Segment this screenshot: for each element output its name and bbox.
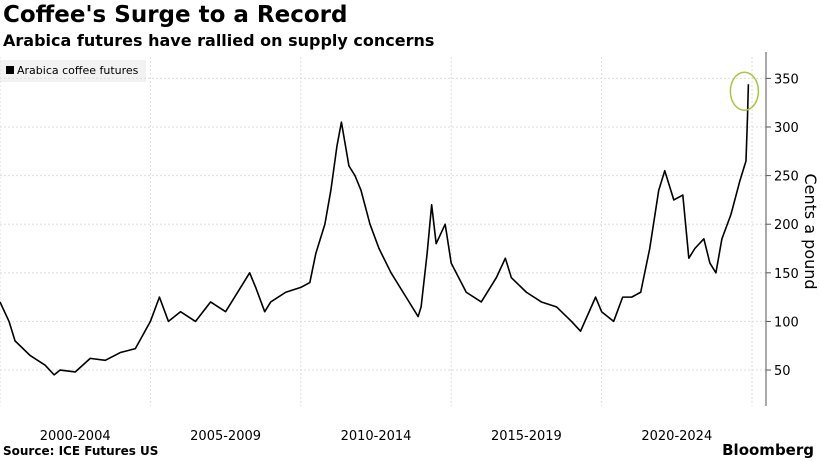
x-tick-label: 2000-2004 xyxy=(40,429,111,444)
y-tick-label: 300 xyxy=(774,121,799,136)
legend: Arabica coffee futures xyxy=(0,60,146,82)
legend-label: Arabica coffee futures xyxy=(17,64,139,77)
source-note: Source: ICE Futures US xyxy=(3,444,159,458)
y-tick-label: 200 xyxy=(774,218,799,233)
x-tick-label: 2020-2024 xyxy=(641,429,712,444)
chart-title: Coffee's Surge to a Record xyxy=(3,2,348,28)
legend-swatch xyxy=(6,66,14,74)
series-line xyxy=(0,84,750,376)
y-axis-label: Cents a pound xyxy=(801,173,820,289)
x-tick-label: 2010-2014 xyxy=(341,429,412,444)
x-tick-label: 2015-2019 xyxy=(491,429,562,444)
x-tick-label: 2005-2009 xyxy=(190,429,261,444)
record-highlight-circle xyxy=(729,71,760,111)
chart-subtitle: Arabica futures have rallied on supply c… xyxy=(3,31,435,50)
bloomberg-logo: Bloomberg xyxy=(722,441,814,459)
y-tick-label: 150 xyxy=(774,267,799,282)
y-tick-label: 250 xyxy=(774,170,799,185)
y-tick-label: 350 xyxy=(774,72,799,87)
y-tick-label: 50 xyxy=(774,364,791,379)
y-tick-label: 100 xyxy=(774,315,799,330)
